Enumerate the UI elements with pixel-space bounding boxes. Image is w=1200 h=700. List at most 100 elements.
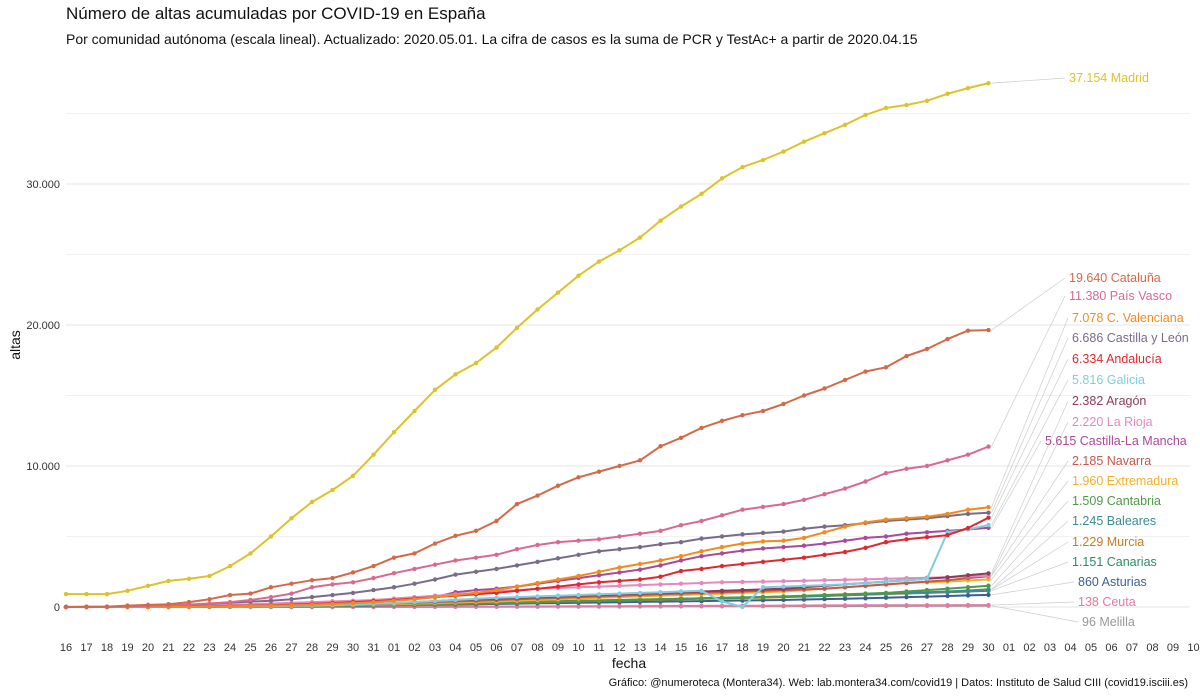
data-point <box>699 554 704 559</box>
data-point <box>904 531 909 536</box>
x-tick-label: 12 <box>613 642 625 654</box>
data-point <box>617 565 622 570</box>
data-point <box>186 576 192 581</box>
data-point <box>965 328 971 333</box>
data-point <box>514 588 520 593</box>
data-point <box>699 536 704 541</box>
end-label: 7.078 C. Valenciana <box>1072 311 1184 325</box>
data-point <box>965 585 971 590</box>
data-point <box>453 533 458 538</box>
data-point <box>658 528 663 534</box>
data-point <box>330 601 335 607</box>
leader-line <box>991 337 1069 513</box>
data-point <box>883 595 889 600</box>
data-point <box>637 590 643 596</box>
data-point <box>678 435 684 440</box>
data-point <box>904 578 909 583</box>
data-point <box>432 594 438 600</box>
data-point <box>760 603 766 608</box>
data-point <box>391 570 397 576</box>
data-point <box>453 572 458 577</box>
x-tick-label: 29 <box>962 642 974 654</box>
data-point <box>678 558 684 563</box>
data-point <box>576 552 581 558</box>
data-point <box>186 599 192 605</box>
y-tick-label: 30.000 <box>26 179 60 191</box>
end-label: 6.334 Andalucía <box>1072 352 1162 366</box>
data-point <box>494 595 499 601</box>
data-point <box>904 537 909 542</box>
data-point <box>268 603 274 608</box>
data-point <box>596 604 602 609</box>
data-point <box>781 603 786 608</box>
data-point <box>473 590 479 596</box>
data-point <box>760 579 766 584</box>
data-point <box>760 594 766 600</box>
data-point <box>986 592 991 598</box>
data-point <box>863 520 868 525</box>
data-point <box>822 596 827 602</box>
data-point <box>658 582 663 587</box>
x-tick-label: 17 <box>716 642 728 654</box>
x-tick-label: 27 <box>921 642 933 654</box>
data-point <box>781 538 786 543</box>
data-point <box>289 597 294 602</box>
data-point <box>965 573 971 578</box>
x-tick-label: 07 <box>1126 642 1138 654</box>
data-point <box>658 563 663 568</box>
data-point <box>760 530 766 536</box>
data-point <box>535 542 540 548</box>
data-point <box>658 444 663 449</box>
data-point <box>555 556 561 561</box>
leader-line <box>991 358 1069 518</box>
data-point <box>371 563 376 569</box>
data-point <box>719 544 725 550</box>
data-point <box>555 539 561 545</box>
data-point <box>678 539 684 545</box>
x-tick-label: 04 <box>1064 642 1076 654</box>
data-point <box>576 538 581 543</box>
end-label: 860 Asturias <box>1078 575 1147 589</box>
x-tick-label: 09 <box>552 642 564 654</box>
x-tick-label: 16 <box>60 642 72 654</box>
end-label: 2.382 Aragón <box>1072 394 1146 408</box>
series-line-catalu-a <box>65 329 989 608</box>
data-point <box>842 577 848 582</box>
data-point <box>760 585 766 590</box>
data-point <box>924 514 930 519</box>
data-point <box>945 593 950 599</box>
data-point <box>576 273 581 278</box>
data-point <box>637 577 643 582</box>
data-point <box>740 164 745 170</box>
data-point <box>719 588 725 593</box>
data-point <box>371 452 376 457</box>
x-tick-label: 07 <box>511 642 523 654</box>
data-point <box>781 584 786 589</box>
data-point <box>494 587 499 593</box>
data-point <box>104 591 110 597</box>
data-point <box>658 574 663 579</box>
data-point <box>535 307 540 312</box>
series-lines <box>63 80 991 610</box>
data-point <box>924 346 930 352</box>
data-point <box>986 602 991 608</box>
data-point <box>699 549 704 554</box>
leader-line <box>991 379 1069 526</box>
data-point <box>945 575 950 580</box>
data-point <box>863 591 868 596</box>
data-point <box>883 603 889 608</box>
data-point <box>309 578 315 583</box>
x-tick-label: 20 <box>777 642 789 654</box>
data-point <box>289 602 294 608</box>
end-label: 138 Ceuta <box>1078 595 1136 609</box>
data-point <box>760 504 766 510</box>
data-point <box>801 139 807 144</box>
x-tick-label: 09 <box>1167 642 1179 654</box>
data-point <box>658 597 663 602</box>
data-point <box>248 597 253 603</box>
data-point <box>309 499 315 505</box>
y-tick-label: 10.000 <box>26 461 60 473</box>
data-point <box>473 360 479 366</box>
data-point <box>514 501 520 507</box>
data-point <box>596 569 602 574</box>
